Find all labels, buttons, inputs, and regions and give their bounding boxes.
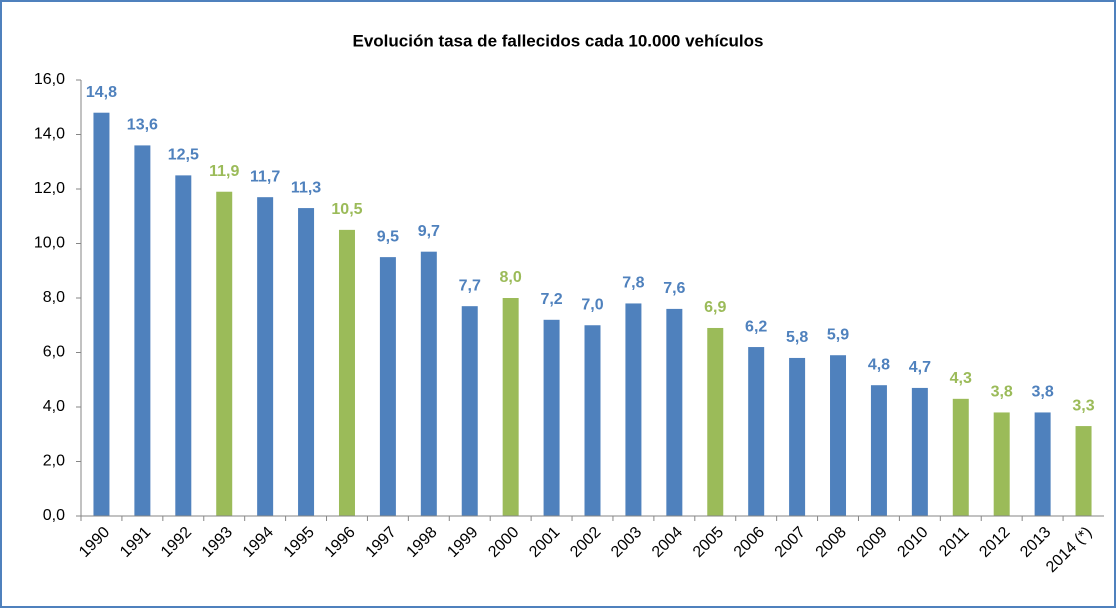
value-label: 7,6	[663, 280, 685, 297]
y-tick-label: 8,0	[43, 289, 65, 306]
bar	[134, 145, 151, 516]
bar	[1075, 426, 1092, 516]
bar	[379, 257, 396, 516]
bar	[707, 327, 724, 516]
bar	[625, 303, 642, 516]
value-label: 3,3	[1072, 397, 1094, 414]
y-tick-label: 12,0	[34, 180, 65, 197]
bar	[952, 398, 969, 516]
bar	[175, 175, 192, 516]
bar	[420, 251, 437, 517]
bar	[216, 191, 233, 516]
value-label: 5,9	[827, 326, 849, 343]
value-label: 3,8	[991, 384, 1013, 401]
bar	[748, 347, 765, 516]
value-label: 7,2	[540, 291, 562, 308]
bar	[584, 325, 601, 516]
value-label: 7,8	[622, 275, 644, 292]
value-label: 13,6	[127, 117, 158, 134]
bar	[502, 298, 519, 516]
bar	[461, 306, 478, 516]
value-label: 12,5	[168, 147, 199, 164]
value-label: 4,7	[909, 359, 931, 376]
bar	[298, 208, 315, 516]
bar	[338, 229, 355, 516]
bar	[666, 308, 683, 516]
bar	[870, 385, 887, 516]
y-tick-label: 0,0	[43, 507, 65, 524]
value-label: 9,7	[418, 223, 440, 240]
value-label: 8,0	[500, 269, 522, 286]
bar	[1034, 412, 1051, 516]
value-label: 11,9	[209, 163, 239, 180]
value-label: 11,3	[291, 179, 321, 196]
bar	[789, 357, 806, 516]
bar	[93, 112, 110, 516]
y-tick-label: 6,0	[43, 344, 65, 361]
value-label: 5,8	[786, 329, 808, 346]
y-tick-label: 4,0	[43, 398, 65, 415]
y-tick-label: 10,0	[34, 235, 65, 252]
value-label: 3,8	[1031, 384, 1053, 401]
value-label: 10,5	[331, 201, 362, 218]
value-label: 6,9	[704, 299, 726, 316]
chart-title: Evolución tasa de fallecidos cada 10.000…	[352, 31, 763, 50]
value-label: 4,3	[950, 370, 972, 387]
value-label: 6,2	[745, 318, 767, 335]
y-tick-label: 16,0	[34, 71, 65, 88]
bar	[257, 197, 274, 517]
value-label: 11,7	[250, 168, 280, 185]
value-label: 9,5	[377, 228, 399, 245]
value-label: 7,7	[459, 277, 481, 294]
value-label: 7,0	[581, 296, 603, 313]
value-label: 14,8	[86, 84, 117, 101]
value-label: 4,8	[868, 356, 890, 373]
bar	[830, 355, 847, 516]
y-tick-label: 14,0	[34, 126, 65, 143]
bar	[911, 387, 928, 516]
y-tick-label: 2,0	[43, 453, 65, 470]
bar	[993, 412, 1010, 516]
bar	[543, 319, 560, 516]
